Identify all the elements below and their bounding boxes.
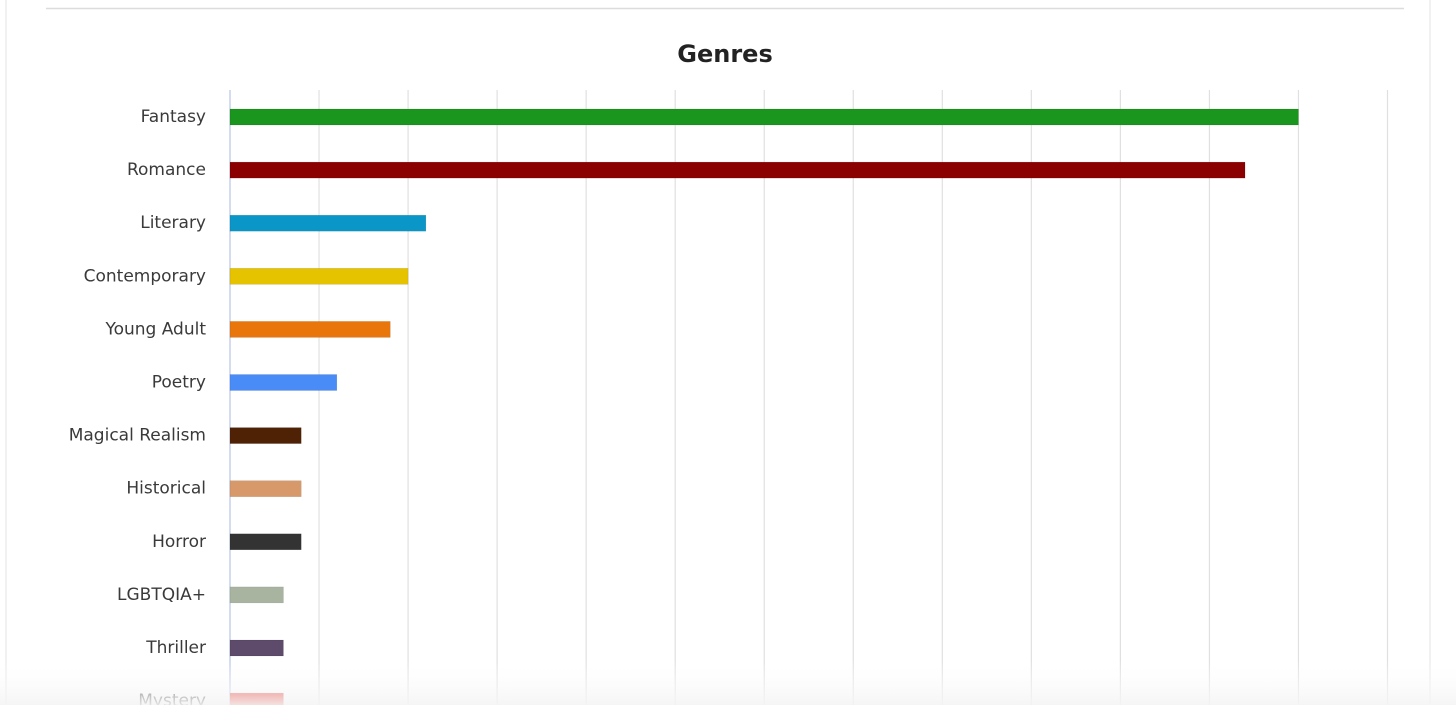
bottom-fade bbox=[0, 660, 1456, 705]
bar bbox=[229, 427, 302, 444]
bar bbox=[229, 214, 427, 232]
y-tick-label: Poetry bbox=[152, 373, 206, 393]
bar bbox=[229, 108, 1299, 126]
y-tick-label: Magical Realism bbox=[69, 426, 206, 446]
bar bbox=[229, 639, 284, 657]
y-tick-label: Thriller bbox=[145, 638, 206, 658]
card bbox=[5, 0, 1431, 705]
bar bbox=[229, 533, 302, 551]
y-tick-label: Literary bbox=[140, 213, 206, 233]
y-tick-label: Young Adult bbox=[104, 319, 206, 339]
plot-area: Fantasy Romance Literary Contemporary Young … bbox=[69, 90, 1389, 705]
y-tick-label: Contemporary bbox=[84, 266, 206, 286]
y-tick-label: Romance bbox=[127, 160, 206, 180]
bar bbox=[229, 268, 409, 285]
bar bbox=[229, 374, 338, 391]
chart-title: Genres bbox=[677, 40, 772, 68]
y-tick-label: Historical bbox=[126, 479, 206, 499]
bar bbox=[229, 480, 302, 497]
bar bbox=[229, 586, 284, 604]
bar bbox=[229, 161, 1246, 179]
y-tick-label: Fantasy bbox=[141, 107, 206, 127]
y-tick-label: Horror bbox=[152, 532, 206, 552]
bar bbox=[229, 321, 391, 338]
y-tick-label: LGBTQIA+ bbox=[117, 585, 206, 605]
